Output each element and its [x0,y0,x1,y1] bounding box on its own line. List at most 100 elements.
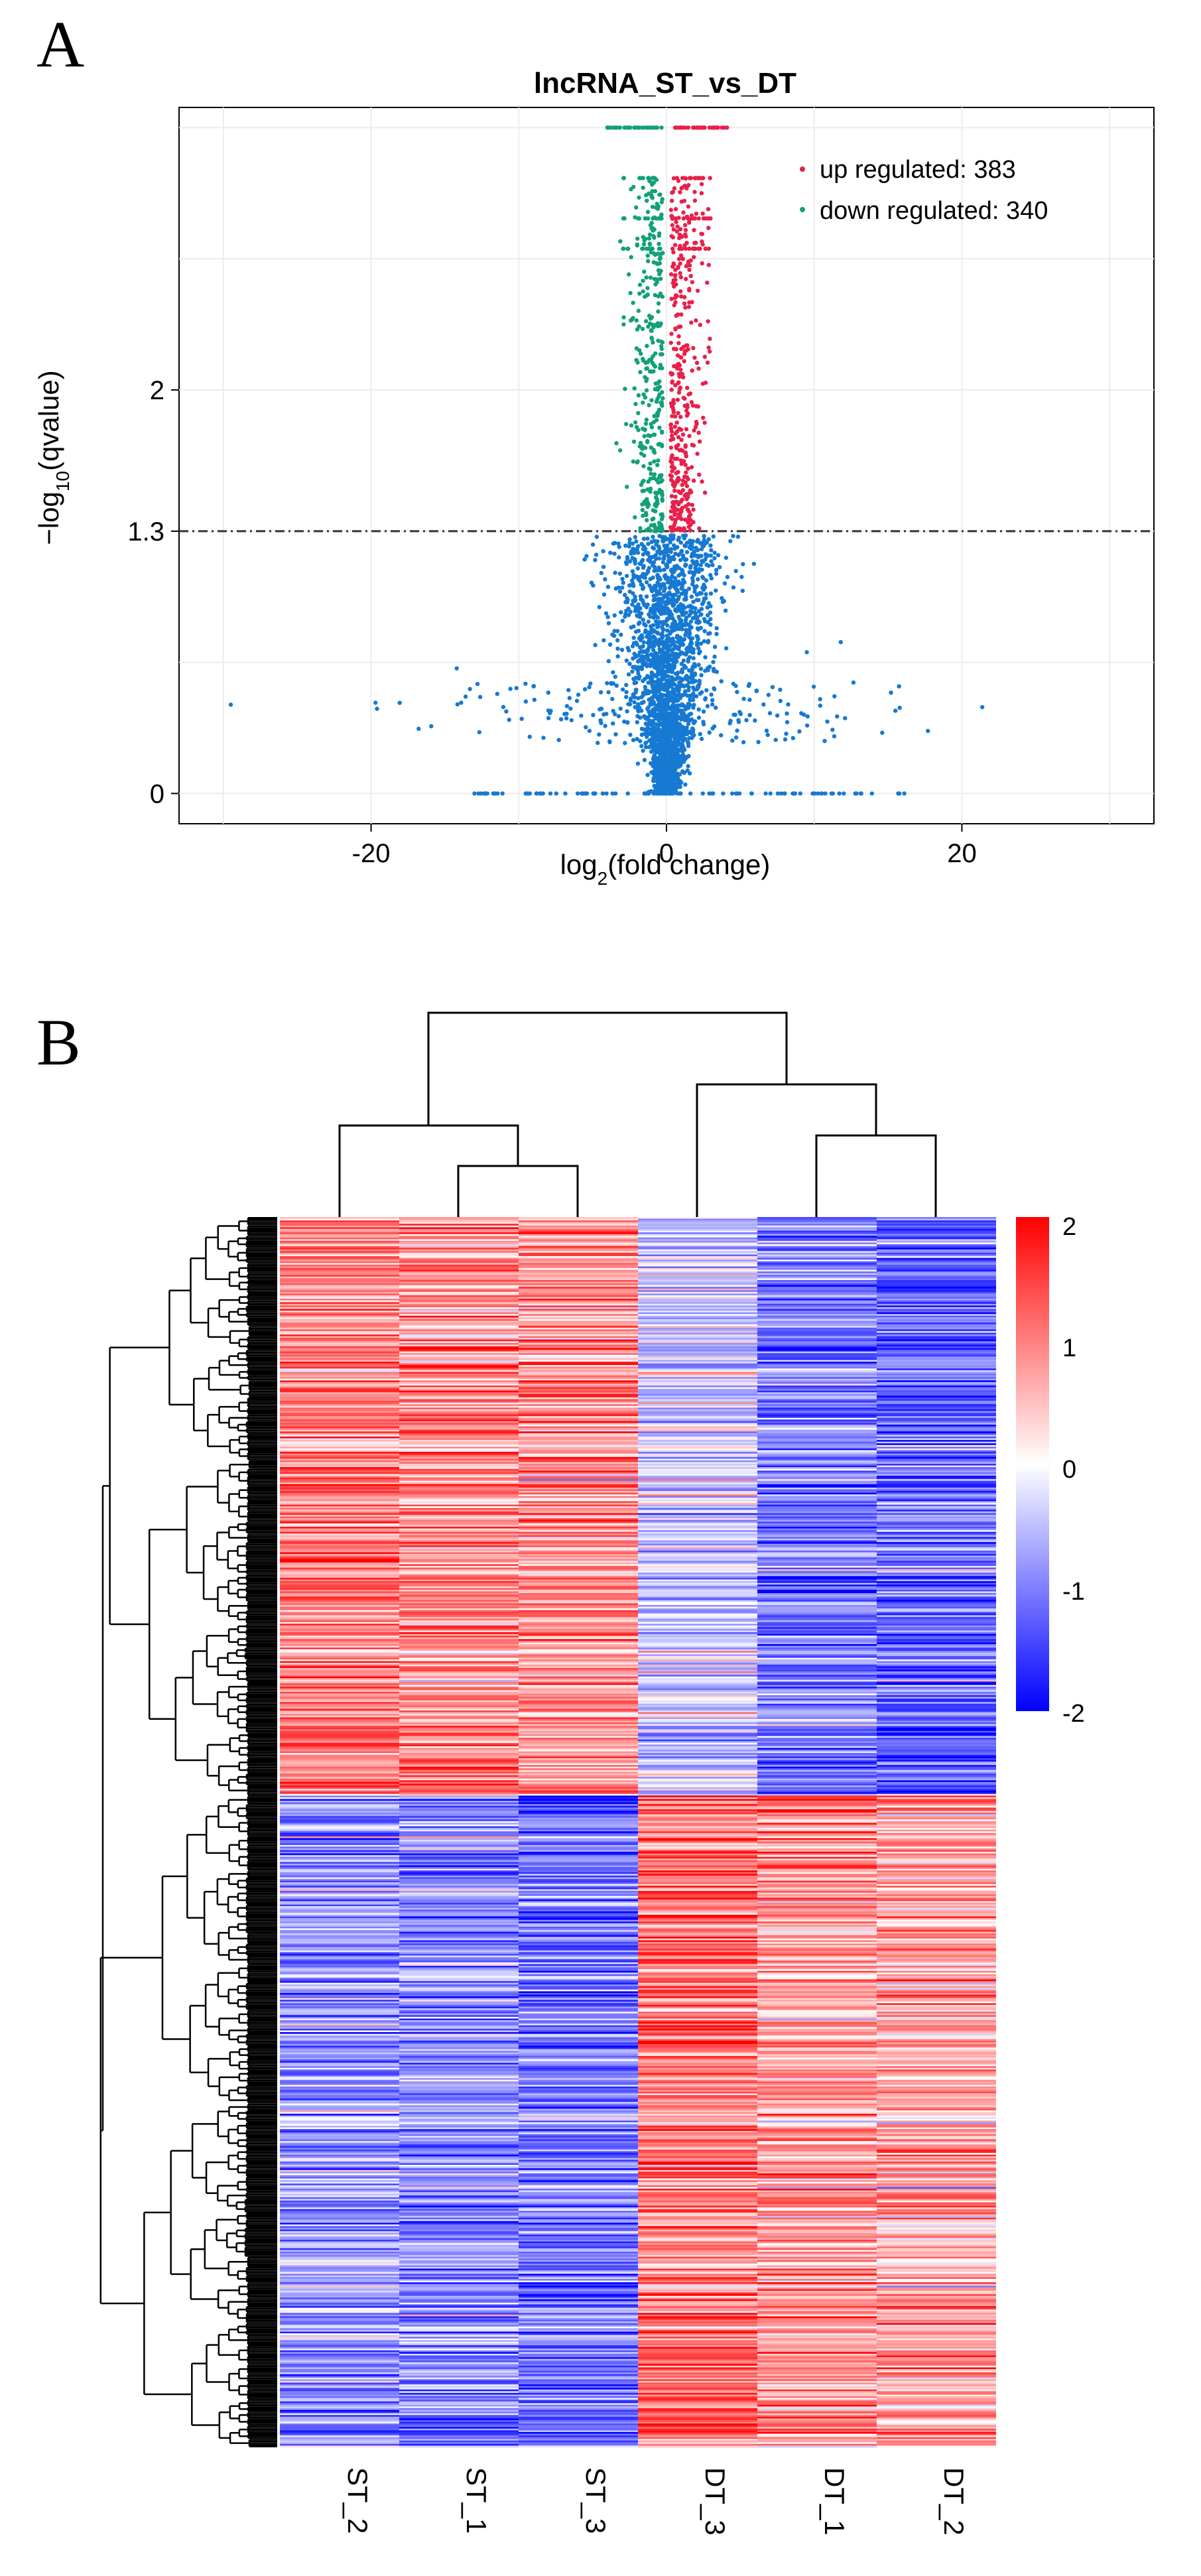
ns-point [665,703,670,708]
ns-point [652,568,657,573]
down-regulated-point [636,393,641,398]
up-regulated-point [670,246,675,251]
up-regulated-point [669,296,674,301]
ns-point [669,667,674,672]
down-regulated-point [652,277,657,281]
ns-point [631,738,636,743]
ns-point [601,638,606,643]
up-regulated-point [700,211,705,216]
up-regulated-point [671,410,676,415]
down-regulated-point [624,422,629,426]
ns-point [708,591,714,596]
ns-point [663,759,668,765]
ns-point [678,558,683,562]
ns-point [692,671,698,676]
up-regulated-point [678,385,682,390]
ns-point [677,626,682,631]
down-regulated-point [651,432,656,437]
ns-point [676,552,681,558]
ns-point [637,650,642,655]
up-regulated-point [671,436,676,442]
ns-point [584,554,589,558]
ns-point [698,667,704,671]
down-regulated-point [636,428,641,432]
up-regulated-point [668,445,674,450]
ns-point [636,702,641,707]
ns-outlier-point [519,716,524,722]
ns-point [684,627,688,632]
down-regulated-point [643,498,648,503]
ns-point [682,543,687,548]
ns-point [664,738,669,743]
ns-point [684,726,689,731]
down-regulated-point [643,216,648,221]
up-regulated-point [701,176,706,180]
ns-point [468,686,472,692]
ns-point [690,726,695,731]
ns-point [643,628,648,633]
up-regulated-point [683,305,688,310]
ns-point [642,661,647,665]
down-regulated-point [648,461,653,466]
down-regulated-point [643,511,649,515]
down-regulated-point [635,360,640,365]
ns-point [631,547,635,551]
ns-point [612,629,617,633]
down-regulated-point [637,283,643,287]
down-regulated-point [636,411,641,416]
ns-point [655,630,660,635]
ns-point [476,791,481,796]
ns-point [599,570,603,576]
up-regulated-point [670,223,674,227]
down-regulated-point [653,525,657,529]
up-regulated-point [690,368,694,373]
down-regulated-point [649,220,654,225]
ns-point [657,734,662,739]
up-regulated-point [669,198,674,203]
ns-point [641,558,645,562]
ns-point [651,588,656,592]
down-regulated-point [631,300,635,305]
ns-point [569,718,574,723]
ns-point [564,704,570,708]
ns-point [721,791,726,796]
up-regulated-point [691,478,696,483]
ns-point [682,737,688,741]
up-regulated-point [702,420,707,425]
ns-point [654,556,659,561]
up-regulated-point [682,474,687,479]
ns-point [897,684,901,689]
ns-point [673,735,678,740]
ns-point [632,700,637,705]
ns-point [897,791,902,796]
down-regulated-point [653,282,658,287]
ns-point [701,540,706,545]
ns-point [686,586,692,591]
ns-point [708,572,713,578]
ns-point [668,540,672,545]
ns-point [662,588,666,593]
ns-point [689,625,694,630]
ns-point [753,718,757,723]
down-regulated-point [633,401,638,407]
ns-point [673,592,678,597]
ns-point [620,687,625,692]
ns-point [640,732,645,737]
ns-point [666,711,672,716]
ns-point [651,672,656,677]
down-regulated-point [660,430,664,435]
ns-point [701,720,706,724]
ns-point [707,730,712,735]
ns-point [666,599,671,604]
ns-point [482,791,487,796]
ns-point [642,621,647,626]
down-regulated-point [659,400,664,405]
down-regulated-point [645,210,651,214]
ns-point [593,791,598,796]
ns-point [736,718,741,723]
down-regulated-point [641,246,645,251]
ns-point [664,697,670,702]
ns-point [651,612,657,616]
ns-point [680,702,684,707]
up-regulated-point [676,515,680,520]
